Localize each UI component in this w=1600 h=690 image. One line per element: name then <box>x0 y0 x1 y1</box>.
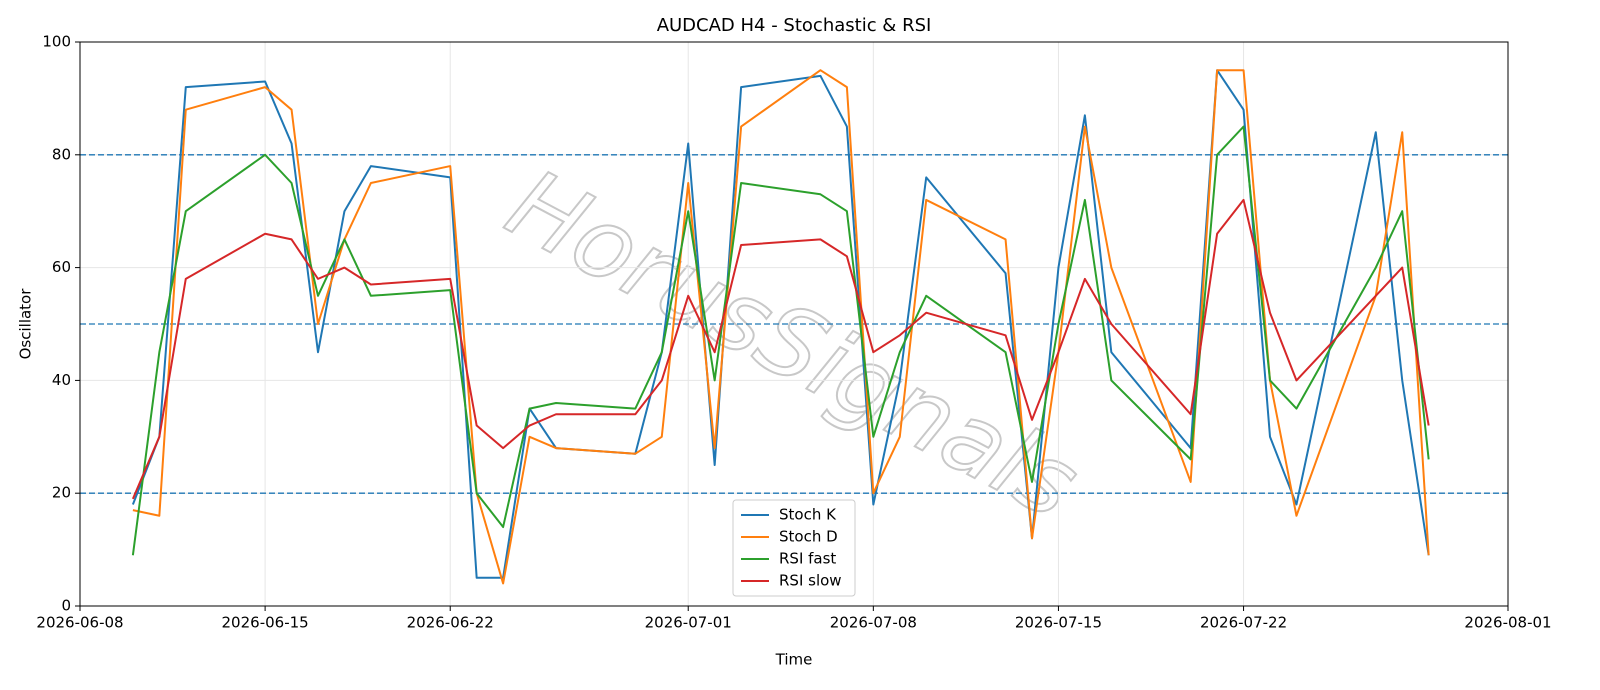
x-tick-label: 2026-06-15 <box>222 614 309 632</box>
x-tick-label: 2026-07-08 <box>830 614 917 632</box>
x-axis-label: Time <box>775 651 813 669</box>
x-tick-label: 2026-06-08 <box>36 614 123 632</box>
x-tick-label: 2026-07-22 <box>1200 614 1287 632</box>
x-tick-label: 2026-08-01 <box>1464 614 1551 632</box>
watermark: HorusSignals <box>490 148 1095 541</box>
legend-label: Stoch D <box>779 528 838 546</box>
legend-label: RSI fast <box>779 550 836 568</box>
x-tick-label: 2026-06-22 <box>407 614 494 632</box>
x-tick-label: 2026-07-15 <box>1015 614 1102 632</box>
x-tick-label: 2026-07-01 <box>645 614 732 632</box>
chart-title: AUDCAD H4 - Stochastic & RSI <box>657 15 932 36</box>
y-tick-label: 40 <box>52 371 71 389</box>
series-line <box>131 198 1430 500</box>
legend-label: Stoch K <box>779 506 837 524</box>
series-line <box>131 125 1430 556</box>
series-line <box>132 69 1430 585</box>
legend-box <box>732 499 856 597</box>
series-line <box>131 69 1430 579</box>
plot-frame <box>79 41 1509 607</box>
y-tick-label: 20 <box>52 484 71 502</box>
y-tick-label: 100 <box>42 33 71 51</box>
y-tick-label: 80 <box>52 145 71 163</box>
legend-label: RSI slow <box>779 572 842 590</box>
y-tick-label: 60 <box>52 258 71 276</box>
y-axis-label: Oscillator <box>17 288 35 360</box>
y-tick-label: 0 <box>61 597 71 615</box>
